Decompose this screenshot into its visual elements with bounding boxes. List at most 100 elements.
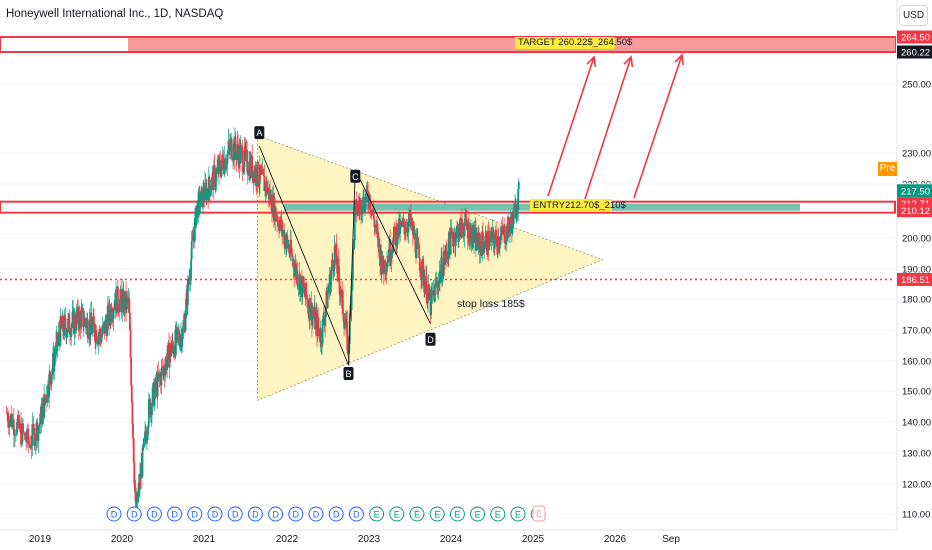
- event-marker-dividend[interactable]: [167, 506, 183, 522]
- candle-body: [128, 312, 131, 330]
- candle-body: [7, 421, 10, 428]
- candle-body: [444, 257, 446, 265]
- event-marker-earnings[interactable]: [449, 506, 465, 522]
- event-marker-letter: D: [313, 510, 320, 520]
- event-marker-dividend[interactable]: [207, 506, 223, 522]
- candle-body: [428, 284, 431, 299]
- candle-body: [255, 168, 257, 185]
- candle-body: [128, 298, 131, 313]
- candle-body: [141, 447, 144, 478]
- candle-body: [126, 297, 129, 299]
- candle-body: [34, 438, 37, 447]
- candle-body: [436, 281, 439, 288]
- candle-body: [281, 220, 284, 234]
- x-tick-label: 2023: [358, 534, 381, 545]
- candle-body: [345, 318, 348, 322]
- candle-body: [113, 309, 116, 311]
- candle-body: [144, 431, 147, 437]
- event-marker-dividend[interactable]: [146, 506, 162, 522]
- candle-body: [55, 342, 57, 356]
- candle-body: [495, 229, 497, 236]
- candle-body: [293, 268, 296, 276]
- event-marker-earnings[interactable]: [389, 506, 405, 522]
- candle-body: [102, 324, 105, 326]
- candle-body: [101, 324, 104, 335]
- event-marker-earnings[interactable]: [369, 506, 385, 522]
- event-marker-earnings[interactable]: [470, 506, 486, 522]
- candle-body: [351, 279, 354, 287]
- candle-body: [258, 164, 261, 184]
- candle-body: [13, 434, 16, 436]
- candle-body: [190, 259, 192, 279]
- candle-body: [99, 329, 102, 337]
- event-marker-dividend[interactable]: [247, 506, 263, 522]
- event-marker-dividend[interactable]: [328, 506, 344, 522]
- currency-selector[interactable]: USD: [899, 5, 928, 26]
- event-marker-dividend[interactable]: [268, 506, 284, 522]
- candle-body: [404, 230, 407, 234]
- candle-body: [507, 217, 510, 228]
- candle-body: [335, 244, 338, 265]
- candle-body: [59, 316, 62, 346]
- event-marker-upcoming[interactable]: [532, 505, 546, 522]
- candle-body: [309, 316, 312, 320]
- candle-body: [301, 277, 304, 298]
- candle-body: [54, 355, 57, 357]
- candle-body: [358, 203, 361, 211]
- candle-body: [458, 222, 461, 236]
- candle-body: [135, 494, 138, 510]
- candle-body: [147, 426, 150, 435]
- event-marker-dividend[interactable]: [227, 506, 243, 522]
- candle-body: [427, 291, 429, 303]
- candle-body: [410, 212, 412, 225]
- candle-body: [182, 325, 185, 327]
- y-tick-label: 200.00: [902, 234, 931, 245]
- candle-body: [32, 423, 35, 429]
- event-marker-dividend[interactable]: [126, 506, 142, 522]
- candle-body: [100, 337, 103, 343]
- candle-body: [97, 335, 100, 344]
- event-marker-earnings[interactable]: [510, 506, 526, 522]
- candle-body: [246, 149, 248, 172]
- event-marker-dividend[interactable]: [348, 506, 364, 522]
- price-label-bg: [897, 30, 932, 44]
- candle-body: [473, 228, 476, 239]
- candle-body: [454, 238, 457, 246]
- candle-body: [5, 412, 8, 414]
- event-marker-dividend[interactable]: [187, 506, 203, 522]
- event-marker-dividend[interactable]: [308, 506, 324, 522]
- candle-body: [243, 146, 246, 168]
- candle-body: [437, 280, 440, 291]
- candle-body: [19, 423, 21, 429]
- candle-body: [166, 359, 168, 370]
- candle-body: [337, 259, 340, 267]
- candle-body: [197, 191, 200, 216]
- candle-body: [481, 231, 484, 243]
- candle-body: [214, 181, 217, 187]
- event-marker-dividend[interactable]: [288, 506, 304, 522]
- point-label-d-box: [425, 332, 436, 346]
- candle-body: [214, 167, 217, 187]
- candle-body: [441, 278, 444, 282]
- candle-body: [422, 265, 425, 286]
- candle-body: [487, 231, 490, 250]
- candle-body: [392, 237, 395, 253]
- event-marker-dividend[interactable]: [106, 506, 122, 522]
- entry-label: ENTRY212.70$_210$: [533, 200, 626, 211]
- candle-body: [476, 233, 479, 246]
- event-marker-letter: E: [475, 510, 481, 520]
- candle-body: [361, 211, 364, 215]
- candle-body: [343, 324, 346, 329]
- event-marker-earnings[interactable]: [429, 506, 445, 522]
- candle-body: [63, 316, 66, 336]
- price-label: 186.51: [901, 275, 930, 286]
- event-marker-earnings[interactable]: [409, 506, 425, 522]
- candle-body: [6, 412, 9, 422]
- candle-body: [389, 239, 392, 262]
- candle-body: [311, 303, 313, 326]
- candle-body: [305, 282, 308, 297]
- candle-body: [171, 340, 174, 346]
- candle-body: [369, 194, 371, 209]
- event-marker-earnings[interactable]: [490, 506, 506, 522]
